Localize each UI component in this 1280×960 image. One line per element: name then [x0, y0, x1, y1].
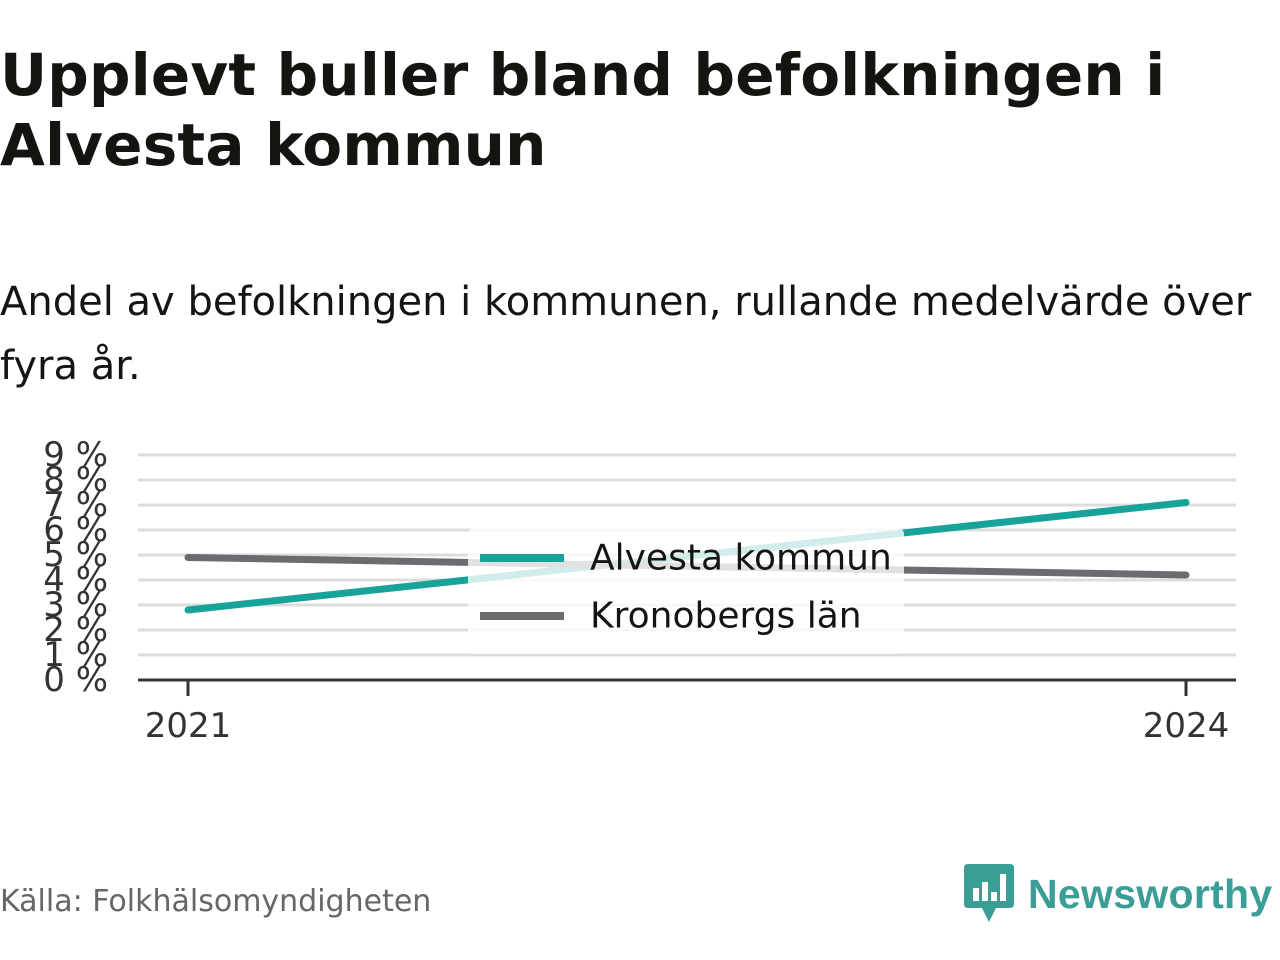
brand-name: Newsworthy [1028, 870, 1273, 917]
y-tick-label: 6 % [43, 510, 108, 550]
y-tick-label: 1 % [43, 635, 108, 675]
y-tick-label: 9 % [43, 435, 108, 475]
data-point [1182, 499, 1190, 506]
y-tick-label: 4 % [43, 560, 108, 600]
y-axis-ticks: 0 %1 %2 %3 %4 %5 %6 %7 %8 %9 % [43, 435, 108, 700]
data-point [1182, 571, 1190, 579]
x-tick-label: 2021 [145, 706, 232, 746]
y-tick-label: 2 % [43, 610, 108, 650]
chart-subtitle: Andel av befolkningen i kommunen, rullan… [0, 279, 1252, 389]
source-note: Källa: Folkhälsomyndigheten [0, 884, 432, 919]
legend-box [468, 528, 904, 654]
y-tick-label: 0 % [43, 660, 108, 700]
chart-title: Upplevt buller bland befolkningen i Alve… [0, 41, 1166, 179]
bar-chart-speech-bubble-icon [964, 864, 1014, 922]
legend-label: Alvesta kommun [590, 538, 892, 579]
newsworthy-logo: Newsworthy [964, 864, 1273, 924]
x-tick-label: 2024 [1143, 706, 1230, 746]
legend: Alvesta kommun Kronobergs län [468, 528, 904, 654]
legend-label: Kronobergs län [590, 596, 862, 637]
data-point [184, 554, 192, 561]
y-tick-label: 3 % [43, 585, 108, 625]
y-tick-label: 8 % [43, 460, 108, 500]
line-chart: 0 %1 %2 %3 %4 %5 %6 %7 %8 %9 % Alvesta k… [43, 435, 1236, 746]
y-tick-label: 5 % [43, 535, 108, 575]
x-axis-ticks: 2021 2024 [145, 680, 1230, 746]
data-point [184, 606, 192, 614]
y-tick-label: 7 % [43, 485, 108, 525]
